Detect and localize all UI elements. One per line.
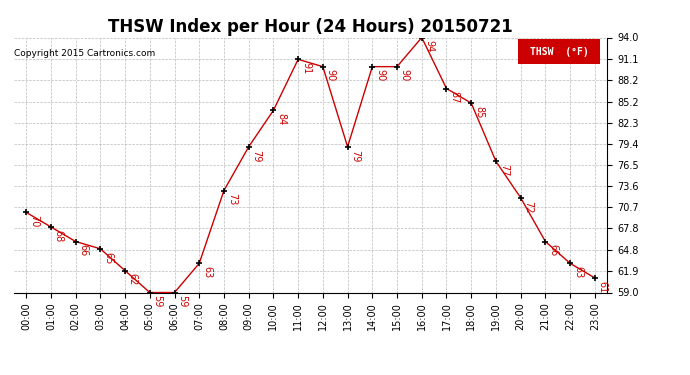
Text: 73: 73 [227,193,237,206]
Text: 90: 90 [400,69,410,82]
Text: 59: 59 [177,295,187,307]
Text: 79: 79 [351,150,360,162]
Text: 59: 59 [152,295,163,307]
Text: 63: 63 [573,266,583,278]
Text: 61: 61 [598,281,608,293]
Text: 90: 90 [375,69,385,82]
Text: 62: 62 [128,273,138,286]
Text: Copyright 2015 Cartronics.com: Copyright 2015 Cartronics.com [14,49,155,58]
Title: THSW Index per Hour (24 Hours) 20150721: THSW Index per Hour (24 Hours) 20150721 [108,18,513,36]
Text: 91: 91 [301,62,311,74]
Text: 87: 87 [449,91,460,104]
Text: THSW  (°F): THSW (°F) [529,46,589,57]
Text: 85: 85 [474,106,484,118]
Text: 66: 66 [548,244,558,256]
Text: 90: 90 [326,69,335,82]
Text: 94: 94 [424,40,435,53]
Text: 84: 84 [276,113,286,125]
Text: 72: 72 [524,201,533,213]
Text: 65: 65 [103,252,113,264]
Text: 70: 70 [29,215,39,228]
Text: 79: 79 [251,150,262,162]
Text: 68: 68 [54,230,63,242]
Text: 77: 77 [499,164,509,177]
Text: 66: 66 [79,244,88,256]
Text: 63: 63 [202,266,212,278]
